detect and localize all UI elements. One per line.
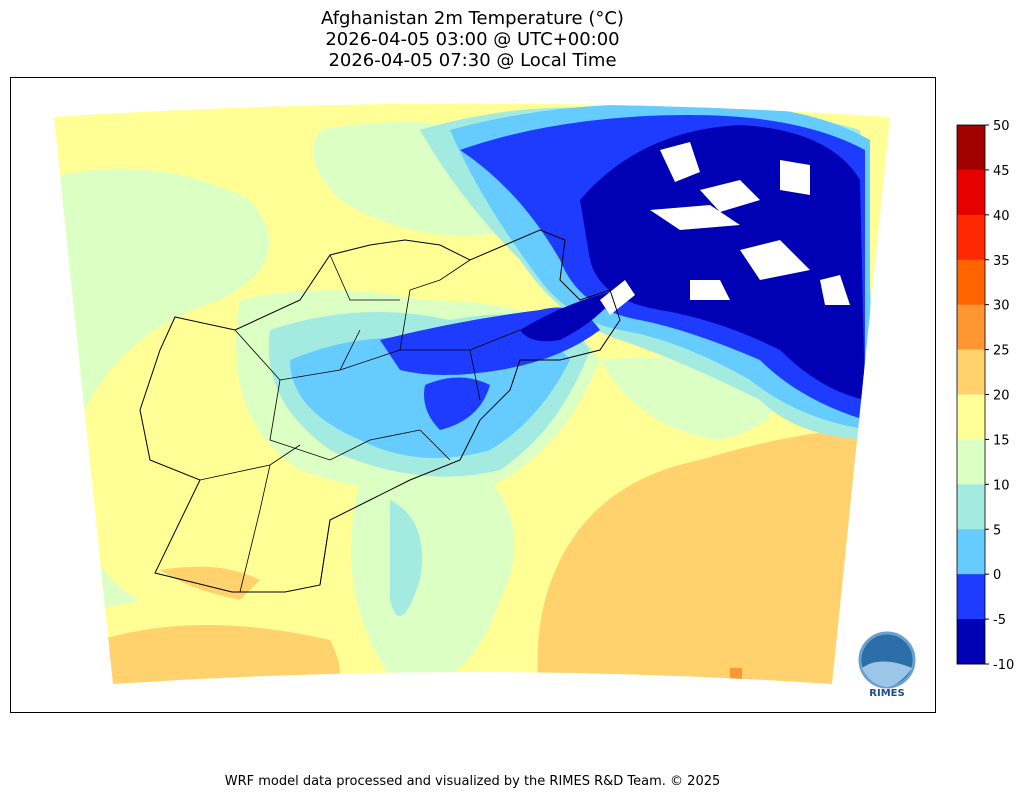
colorbar-bin xyxy=(957,394,985,440)
footer-credit: WRF model data processed and visualized … xyxy=(224,774,721,789)
colorbar-bin xyxy=(957,304,985,351)
svg-text:RIMES: RIMES xyxy=(869,688,904,699)
colorbar-tick-label: 35 xyxy=(993,254,1010,269)
colorbar-tick-label: 0 xyxy=(993,568,1001,583)
colorbar-bin xyxy=(957,529,985,575)
rimes-logo: RIMES xyxy=(855,631,919,699)
colorbar-bin xyxy=(957,574,985,620)
colorbar-tick-label: 20 xyxy=(993,389,1010,404)
colorbar-bin xyxy=(957,619,985,665)
colorbar-bin xyxy=(957,125,985,171)
province-borders xyxy=(199,254,521,593)
colorbar-tick-label: 40 xyxy=(993,209,1010,224)
colorbar-tick-label: -10 xyxy=(993,658,1014,673)
title-line-3: 2026-04-05 07:30 @ Local Time xyxy=(328,50,617,71)
colorbar-tick-label: 25 xyxy=(993,344,1010,359)
colorbar-tick-label: 10 xyxy=(993,478,1010,493)
title-line-1: Afghanistan 2m Temperature (°C) xyxy=(321,8,624,29)
colorbar-tick-label: 5 xyxy=(993,523,1001,538)
colorbar-bin xyxy=(957,259,985,306)
colorbar-bin xyxy=(957,169,985,216)
colorbar-tick-label: 50 xyxy=(993,119,1010,134)
colorbar-bin xyxy=(957,484,985,530)
colorbar-tick-label: 30 xyxy=(993,299,1010,314)
colorbar-bin xyxy=(957,439,985,485)
colorbar-tick-label: 15 xyxy=(993,433,1010,448)
colorbar-tick-label: -5 xyxy=(993,613,1006,628)
colorbar-bin xyxy=(957,214,985,261)
colorbar-tick-label: 45 xyxy=(993,164,1010,179)
colorbar-bin xyxy=(957,349,985,395)
country-border xyxy=(139,229,621,593)
map-title: Afghanistan 2m Temperature (°C) 2026-04-… xyxy=(10,8,935,71)
title-line-2: 2026-04-05 03:00 @ UTC+00:00 xyxy=(325,29,620,50)
